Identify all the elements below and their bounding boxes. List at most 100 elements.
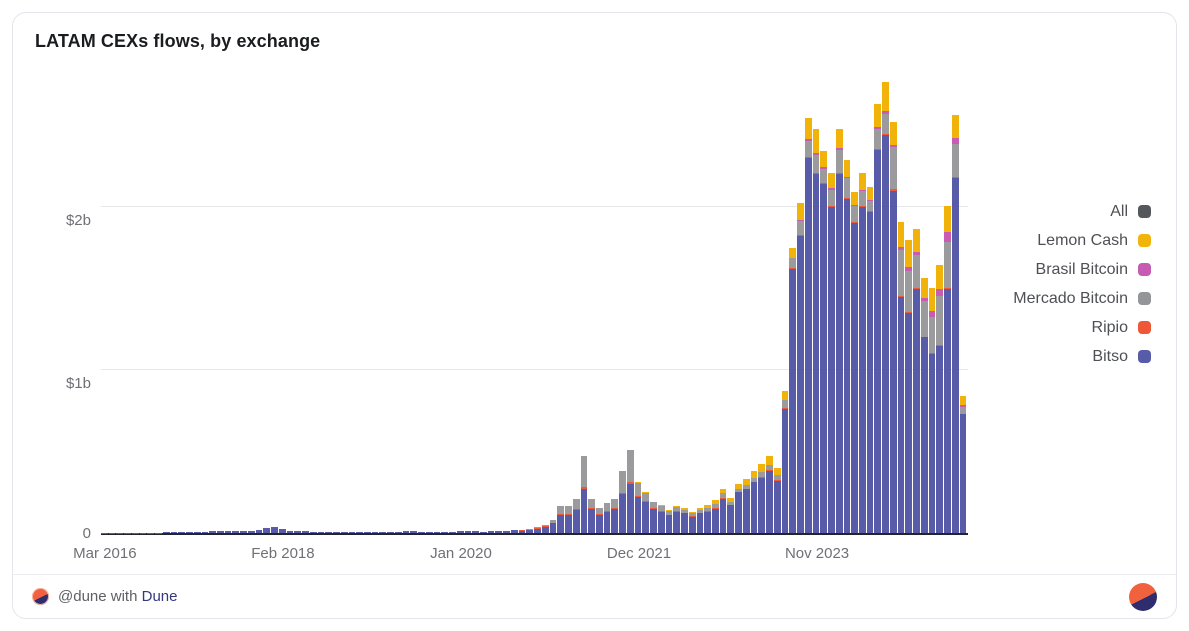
bar[interactable] <box>464 78 473 533</box>
bar[interactable] <box>944 78 952 533</box>
bar[interactable] <box>619 78 627 533</box>
bar[interactable] <box>472 78 480 533</box>
bar[interactable] <box>394 78 403 533</box>
bar[interactable] <box>456 78 465 533</box>
bar[interactable] <box>835 78 844 533</box>
bar[interactable] <box>108 78 117 533</box>
bar[interactable] <box>766 78 774 533</box>
bar[interactable] <box>124 78 132 533</box>
bar[interactable] <box>626 78 635 533</box>
bar[interactable] <box>325 78 333 533</box>
bar[interactable] <box>797 78 805 533</box>
bar[interactable] <box>101 78 109 533</box>
bar[interactable] <box>503 78 511 533</box>
bar[interactable] <box>317 78 326 533</box>
bar[interactable] <box>263 78 271 533</box>
bar[interactable] <box>642 78 650 533</box>
bar[interactable] <box>897 78 906 533</box>
bar[interactable] <box>611 78 619 533</box>
bar[interactable] <box>936 78 944 533</box>
bar[interactable] <box>224 78 233 533</box>
bar[interactable] <box>147 78 155 533</box>
bar[interactable] <box>379 78 387 533</box>
bar[interactable] <box>712 78 720 533</box>
bar[interactable] <box>650 78 658 533</box>
bar[interactable] <box>479 78 488 533</box>
legend-item-brasil-bitcoin[interactable]: Brasil Bitcoin <box>1013 255 1151 284</box>
bar[interactable] <box>812 78 821 533</box>
bar[interactable] <box>348 78 357 533</box>
dune-logo-large[interactable] <box>1129 582 1157 611</box>
bar[interactable] <box>495 78 503 533</box>
bar[interactable] <box>858 78 867 533</box>
bar[interactable] <box>209 78 217 533</box>
bar[interactable] <box>363 78 372 533</box>
bar[interactable] <box>704 78 712 533</box>
bar[interactable] <box>719 78 728 533</box>
bar[interactable] <box>131 78 140 533</box>
bar[interactable] <box>572 78 581 533</box>
bar[interactable] <box>928 78 937 533</box>
bar[interactable] <box>255 78 264 533</box>
bar[interactable] <box>874 78 882 533</box>
bar[interactable] <box>727 78 735 533</box>
bar[interactable] <box>951 78 960 533</box>
bar[interactable] <box>828 78 836 533</box>
dune-link[interactable]: Dune <box>141 588 178 605</box>
bar[interactable] <box>603 78 612 533</box>
bar[interactable] <box>580 78 589 533</box>
bar[interactable] <box>155 78 163 533</box>
bar[interactable] <box>905 78 913 533</box>
bar[interactable] <box>773 78 782 533</box>
bar[interactable] <box>851 78 859 533</box>
bar[interactable] <box>449 78 457 533</box>
bar[interactable] <box>333 78 341 533</box>
bar[interactable] <box>162 78 171 533</box>
bar[interactable] <box>410 78 418 533</box>
bar[interactable] <box>920 78 929 533</box>
bar[interactable] <box>232 78 240 533</box>
bar[interactable] <box>240 78 248 533</box>
bar[interactable] <box>217 78 225 533</box>
bar[interactable] <box>387 78 395 533</box>
bar[interactable] <box>371 78 380 533</box>
bar[interactable] <box>518 78 527 533</box>
legend-item-ripio[interactable]: Ripio <box>1013 313 1151 342</box>
bar[interactable] <box>541 78 550 533</box>
legend-item-mercado-bitcoin[interactable]: Mercado Bitcoin <box>1013 284 1151 313</box>
bar[interactable] <box>665 78 674 533</box>
legend-item-all[interactable]: All <box>1013 197 1151 226</box>
bar[interactable] <box>781 78 790 533</box>
bar[interactable] <box>170 78 179 533</box>
bar[interactable] <box>309 78 318 533</box>
bar[interactable] <box>425 78 434 533</box>
legend-item-bitso[interactable]: Bitso <box>1013 342 1151 371</box>
plot-area[interactable] <box>101 78 968 535</box>
bar[interactable] <box>278 78 287 533</box>
bar[interactable] <box>139 78 148 533</box>
bar[interactable] <box>889 78 898 533</box>
bar[interactable] <box>186 78 194 533</box>
bar[interactable] <box>549 78 558 533</box>
bar[interactable] <box>742 78 751 533</box>
bar[interactable] <box>534 78 542 533</box>
bar[interactable] <box>681 78 689 533</box>
bar[interactable] <box>510 78 519 533</box>
bar[interactable] <box>402 78 411 533</box>
bar[interactable] <box>688 78 697 533</box>
bar[interactable] <box>557 78 565 533</box>
bar[interactable] <box>565 78 573 533</box>
bar[interactable] <box>286 78 295 533</box>
bar[interactable] <box>201 78 210 533</box>
legend-item-lemon-cash[interactable]: Lemon Cash <box>1013 226 1151 255</box>
bar[interactable] <box>433 78 442 533</box>
bar[interactable] <box>356 78 364 533</box>
bar[interactable] <box>294 78 302 533</box>
bar[interactable] <box>441 78 449 533</box>
bar[interactable] <box>789 78 797 533</box>
bar[interactable] <box>804 78 813 533</box>
bar[interactable] <box>271 78 279 533</box>
bar[interactable] <box>418 78 426 533</box>
bar[interactable] <box>673 78 681 533</box>
bar[interactable] <box>843 78 852 533</box>
